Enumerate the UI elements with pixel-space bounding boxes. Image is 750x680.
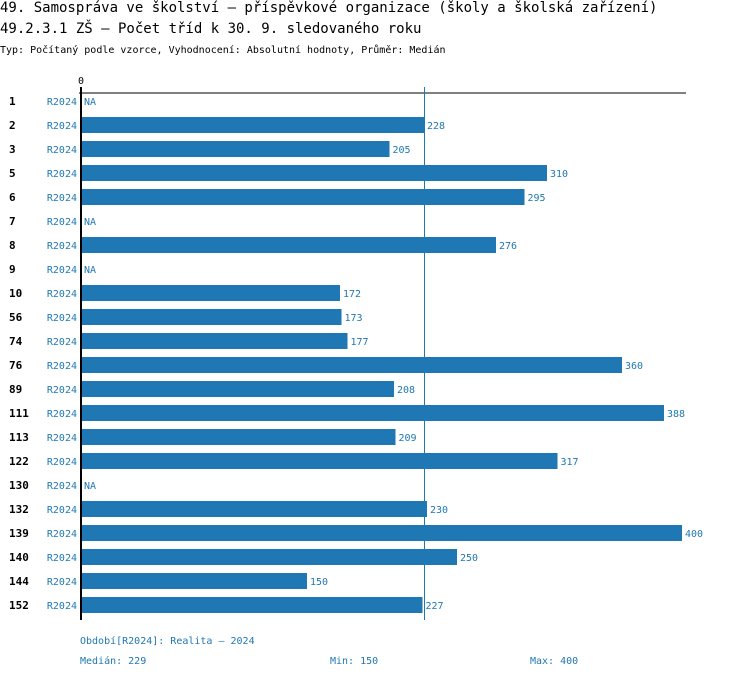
period-label: R2024 xyxy=(47,553,77,564)
period-label: R2024 xyxy=(47,601,77,612)
chart-meta: Typ: Počítaný podle vzorce, Vyhodnocení:… xyxy=(0,45,446,56)
na-label: NA xyxy=(84,217,96,228)
data-label: 317 xyxy=(561,457,579,468)
data-label: 209 xyxy=(399,433,417,444)
category-label: 132 xyxy=(9,503,29,516)
bar xyxy=(82,429,396,445)
period-label: R2024 xyxy=(47,409,77,420)
data-label: 205 xyxy=(393,145,411,156)
period-label: R2024 xyxy=(47,457,77,468)
data-label: 172 xyxy=(343,289,361,300)
period-label: R2024 xyxy=(47,577,77,588)
bar xyxy=(82,357,622,373)
period-legend: Období[R2024]: Realita – 2024 xyxy=(80,636,255,647)
period-label: R2024 xyxy=(47,169,77,180)
bar xyxy=(82,405,664,421)
chart-title: 49. Samospráva ve školství – příspěvkové… xyxy=(0,0,658,16)
period-label: R2024 xyxy=(47,145,77,156)
category-label: 139 xyxy=(9,527,29,540)
period-label: R2024 xyxy=(47,529,77,540)
bar xyxy=(82,165,547,181)
median-stat: Medián: 229 xyxy=(80,656,147,667)
data-label: 228 xyxy=(427,121,445,132)
na-label: NA xyxy=(84,481,96,492)
data-label: 250 xyxy=(460,553,478,564)
category-label: 144 xyxy=(9,575,29,588)
x-tick-label: 0 xyxy=(78,76,84,87)
category-label: 1 xyxy=(9,95,16,108)
category-label: 7 xyxy=(9,215,16,228)
period-label: R2024 xyxy=(47,505,77,516)
data-label: 173 xyxy=(345,313,363,324)
category-label: 5 xyxy=(9,167,16,180)
period-label: R2024 xyxy=(47,241,77,252)
category-label: 130 xyxy=(9,479,29,492)
category-label: 76 xyxy=(9,359,23,372)
category-label: 2 xyxy=(9,119,16,132)
category-label: 152 xyxy=(9,599,29,612)
bar xyxy=(82,117,424,133)
data-label: 177 xyxy=(351,337,369,348)
bar xyxy=(82,381,394,397)
min-stat: Min: 150 xyxy=(330,656,379,667)
data-label: 276 xyxy=(499,241,517,252)
bar xyxy=(82,501,427,517)
category-label: 9 xyxy=(9,263,16,276)
data-label: 360 xyxy=(625,361,643,372)
category-label: 140 xyxy=(9,551,29,564)
bar xyxy=(82,573,307,589)
bar xyxy=(82,333,348,349)
data-label: 310 xyxy=(550,169,568,180)
period-label: R2024 xyxy=(47,121,77,132)
period-label: R2024 xyxy=(47,217,77,228)
category-label: 10 xyxy=(9,287,22,300)
na-label: NA xyxy=(84,97,96,108)
period-label: R2024 xyxy=(47,337,77,348)
period-label: R2024 xyxy=(47,385,77,396)
period-label: R2024 xyxy=(47,265,77,276)
max-stat: Max: 400 xyxy=(530,656,579,667)
bar xyxy=(82,285,340,301)
bar xyxy=(82,237,496,253)
data-label: 227 xyxy=(426,601,444,612)
category-label: 6 xyxy=(9,191,16,204)
category-label: 111 xyxy=(9,407,29,420)
bar xyxy=(82,309,342,325)
data-label: 230 xyxy=(430,505,448,516)
period-label: R2024 xyxy=(47,481,77,492)
data-label: 400 xyxy=(685,529,703,540)
bar xyxy=(82,453,558,469)
period-label: R2024 xyxy=(47,361,77,372)
bar xyxy=(82,549,457,565)
bar xyxy=(82,525,682,541)
category-label: 56 xyxy=(9,311,23,324)
category-label: 8 xyxy=(9,239,16,252)
period-label: R2024 xyxy=(47,193,77,204)
period-label: R2024 xyxy=(47,433,77,444)
bar xyxy=(82,189,525,205)
category-label: 3 xyxy=(9,143,16,156)
chart-subtitle: 49.2.3.1 ZŠ – Počet tříd k 30. 9. sledov… xyxy=(0,21,422,37)
data-label: 388 xyxy=(667,409,685,420)
data-label: 208 xyxy=(397,385,415,396)
data-label: 295 xyxy=(528,193,546,204)
category-label: 122 xyxy=(9,455,29,468)
period-label: R2024 xyxy=(47,313,77,324)
category-label: 74 xyxy=(9,335,23,348)
bar xyxy=(82,597,423,613)
period-label: R2024 xyxy=(47,97,77,108)
bar xyxy=(82,141,390,157)
na-label: NA xyxy=(84,265,96,276)
data-label: 150 xyxy=(310,577,328,588)
category-label: 89 xyxy=(9,383,22,396)
category-label: 113 xyxy=(9,431,29,444)
period-label: R2024 xyxy=(47,289,77,300)
